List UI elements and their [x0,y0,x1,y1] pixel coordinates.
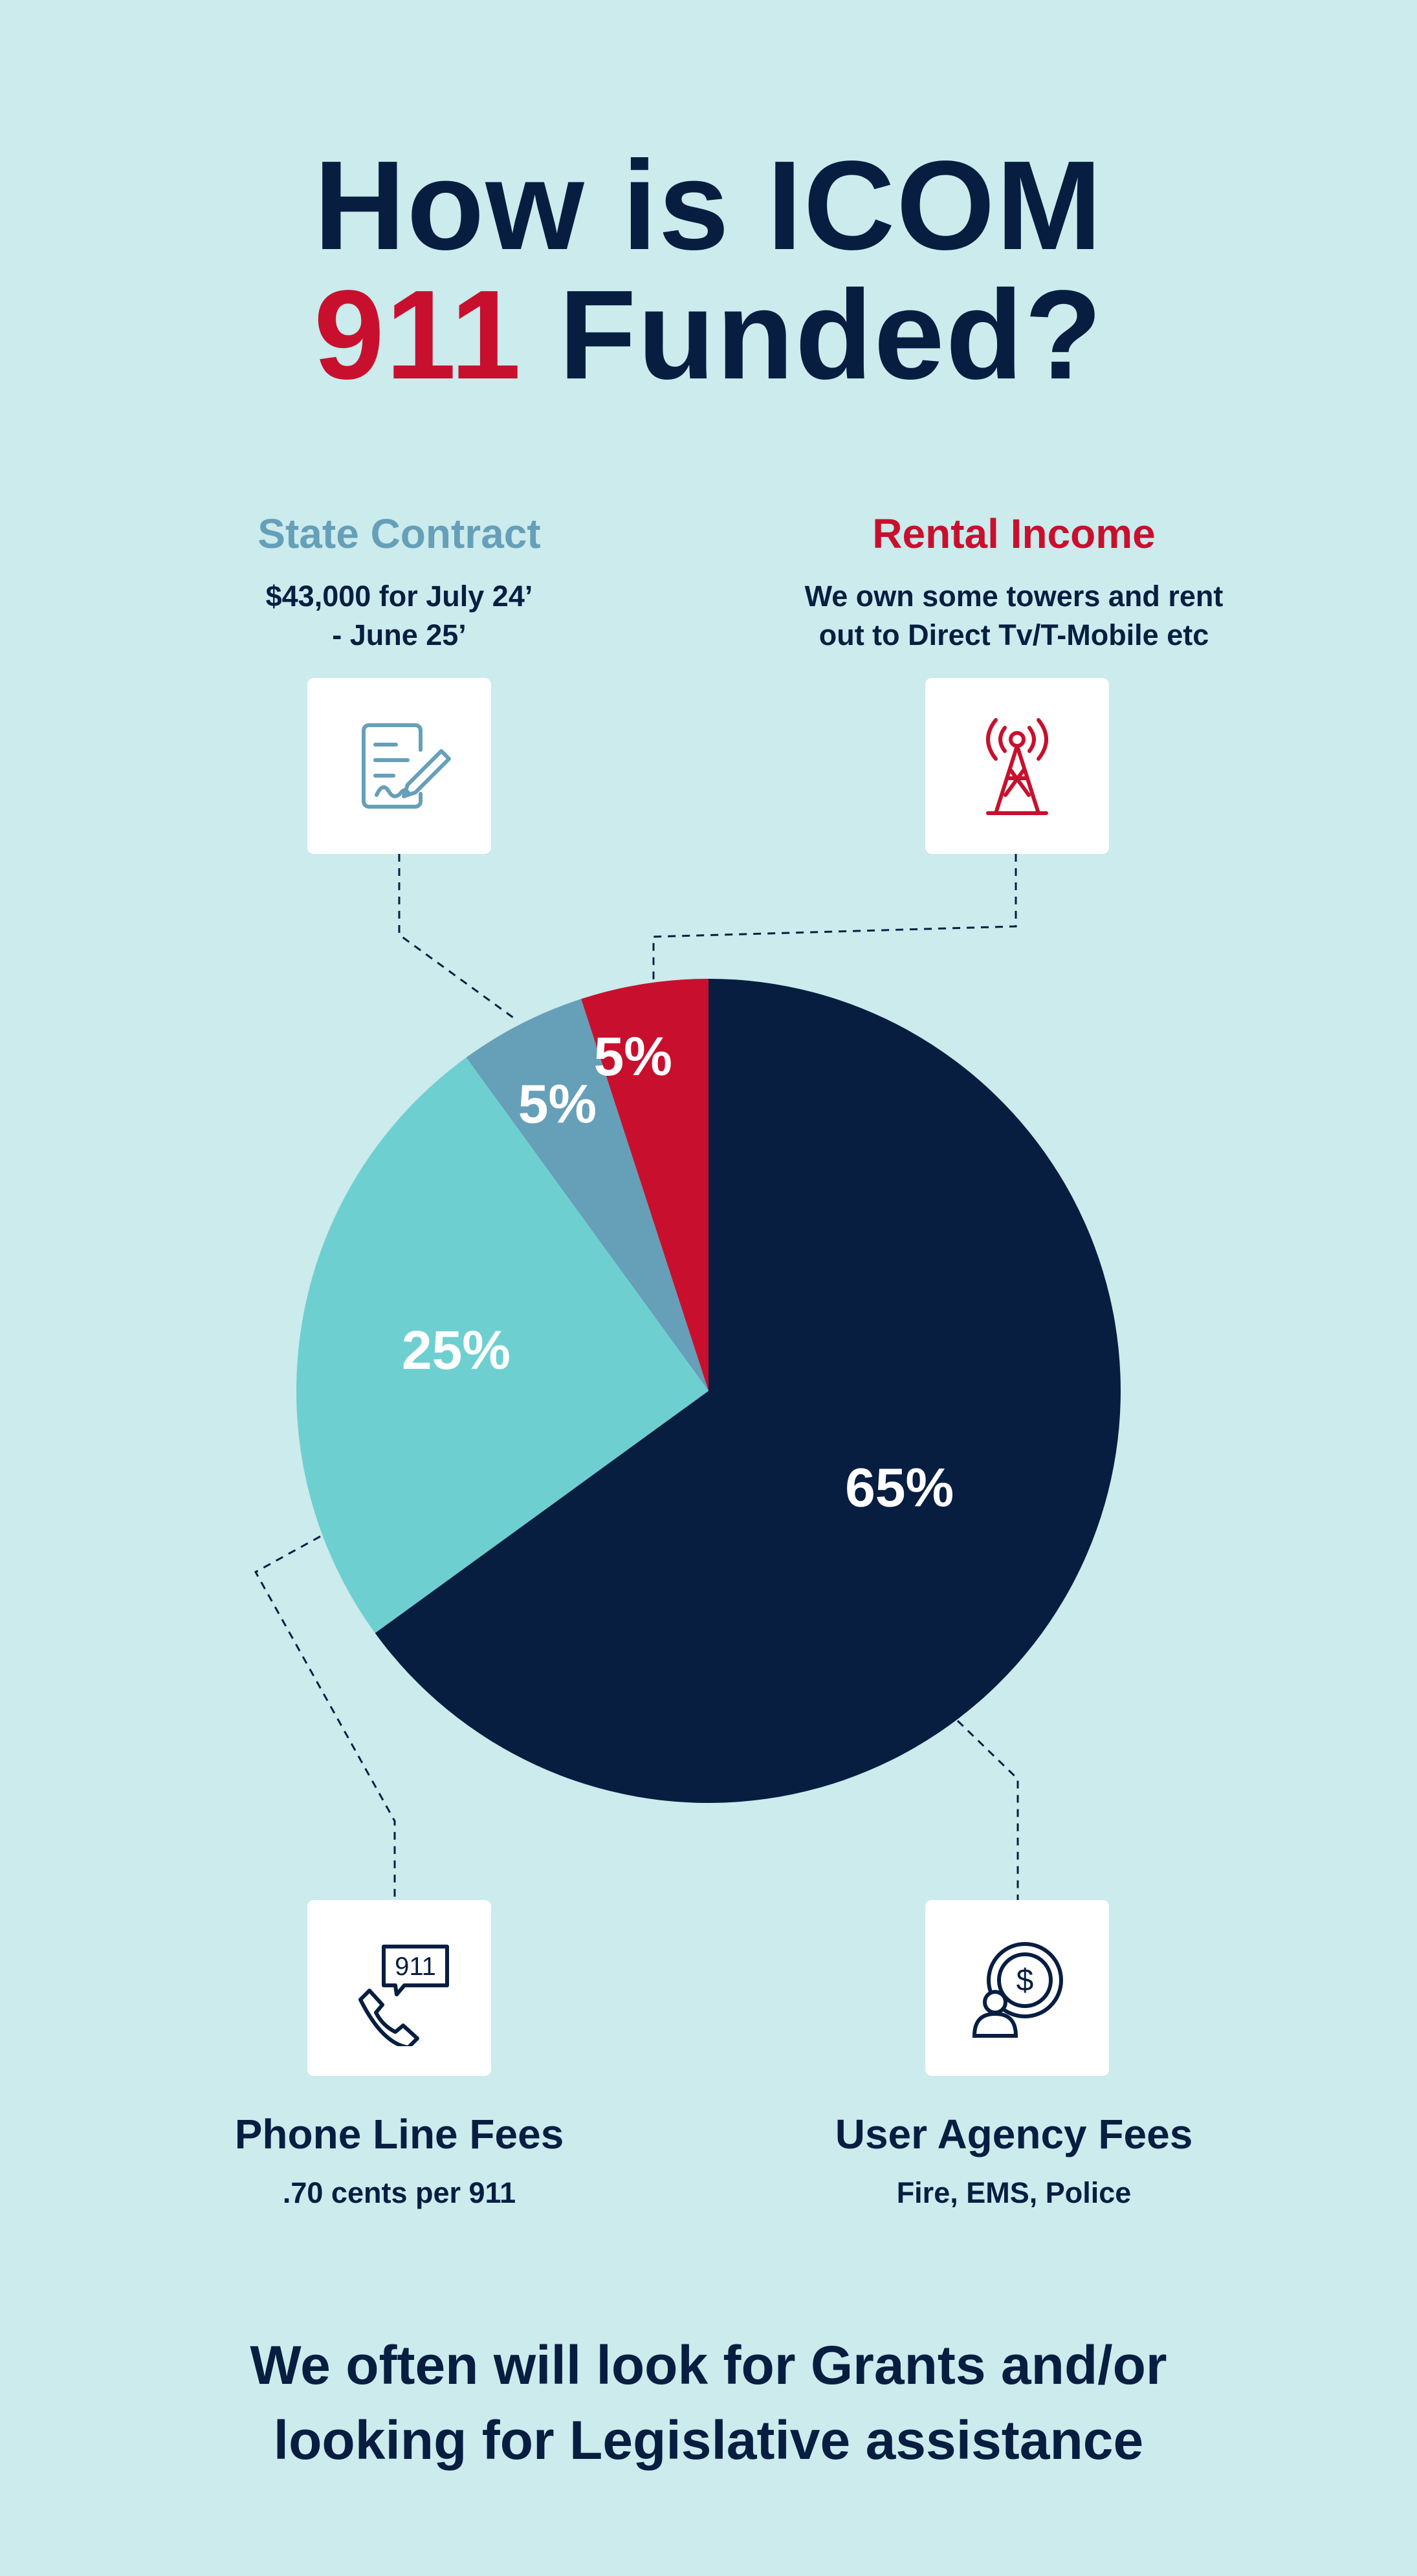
user-dollar-icon: $ [972,1942,1063,2038]
dollar-sign-text: $ [1016,1963,1034,1998]
pie-slice-phone-line-fees [296,1057,708,1633]
rental-income-heading: Rental Income [872,510,1156,557]
phone-line-fees-heading: Phone Line Fees [234,2111,564,2157]
footer-line-1: We often will look for Grants and/or [250,2335,1167,2396]
pie-slice-rental-income [581,979,708,1391]
connector-rental-income [652,854,1017,987]
rental-income-line-1: We own some towers and rent [804,580,1224,613]
state-contract-icon-box [307,678,491,854]
contract-signing-icon [362,723,451,809]
state-contract-line-1: $43,000 for July 24’ [265,580,533,613]
title-line-1: How is ICOM [314,135,1103,276]
user-agency-fees-icon-box: $ [925,1900,1109,2076]
title-line-2-rest: Funded? [522,264,1103,406]
connector-phone-line-fees [254,1535,396,1901]
phone-line-fees-icon-box: 911 [307,1900,491,2076]
state-contract-line-2: - June 25’ [332,618,467,651]
radio-tower-icon [986,718,1048,815]
phone-911-icon: 911 [358,1945,449,2046]
rental-income-description: We own some towers and rent out to Direc… [723,577,1305,655]
rental-income-icon-box [925,678,1109,854]
title-highlight-911: 911 [313,264,523,406]
page-title: How is ICOM 911 Funded? [0,141,1417,400]
state-contract-description: $43,000 for July 24’ - June 25’ [108,577,690,655]
pie-label-state-contract: 5% [518,1073,597,1134]
pie-label-user-agency-fees: 65% [845,1457,954,1518]
pie-slice-user-agency-fees [375,979,1121,1804]
title-line-2: 911 Funded? [0,270,1417,400]
footer-line-2: looking for Legislative assistance [273,2410,1144,2471]
rental-income-line-2: out to Direct Tv/T-Mobile etc [818,618,1209,651]
phone-line-fees-description: .70 cents per 911 [282,2176,516,2209]
pie-label-phone-line-fees: 25% [402,1320,511,1381]
connector-user-agency-fees [956,1719,1019,1901]
user-agency-fees-heading: User Agency Fees [835,2111,1193,2157]
connector-state-contract [398,854,518,1022]
pie-label-rental-income: 5% [594,1026,672,1087]
state-contract-heading: State Contract [258,510,541,557]
user-agency-fees-description: Fire, EMS, Police [896,2176,1132,2209]
phone-icon-911-text: 911 [395,1952,436,1981]
pie-slice-state-contract [466,999,708,1391]
footer-note: We often will look for Grants and/or loo… [0,2328,1417,2478]
